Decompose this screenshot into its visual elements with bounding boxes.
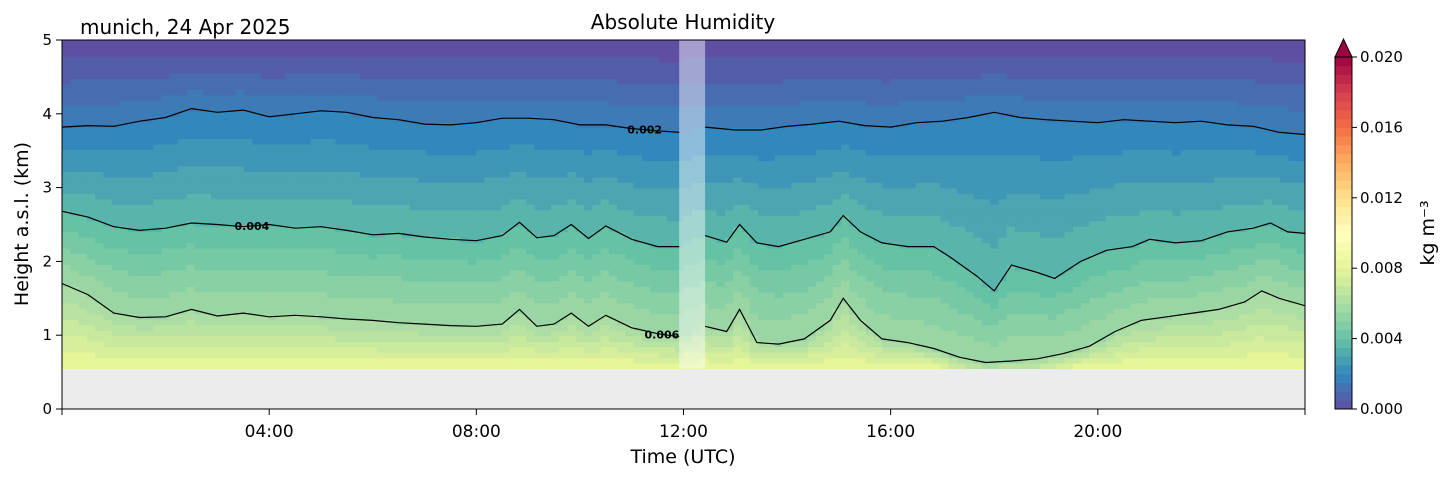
colorbar-segment xyxy=(1335,197,1352,208)
colorbar-segment xyxy=(1335,321,1352,331)
x-tick-label: 20:00 xyxy=(1073,422,1122,442)
contour-line xyxy=(704,290,1305,364)
colorbar-segment xyxy=(1335,65,1352,76)
colorbar-segment xyxy=(1335,101,1352,111)
y-tick-label: 3 xyxy=(42,179,52,197)
x-axis-ticks: 04:00 08:00 12:00 16:00 20:00 xyxy=(61,409,1306,442)
chart-title: Absolute Humidity xyxy=(591,10,776,34)
colorbar-label: kg m⁻³ xyxy=(1417,200,1439,265)
chart-subtitle: munich, 24 Apr 2025 xyxy=(80,15,290,39)
colorbar-tick-label: 0.004 xyxy=(1360,330,1403,348)
colorbar-segment xyxy=(1335,171,1352,181)
colorbar-segment xyxy=(1335,206,1352,216)
y-tick-label: 5 xyxy=(42,31,52,49)
contour-label: 0.004 xyxy=(235,220,270,233)
colorbar-segment xyxy=(1335,259,1352,269)
contour-lines xyxy=(62,107,1305,364)
colorbar-segment xyxy=(1335,329,1352,340)
colorbar-segment xyxy=(1335,136,1352,146)
colorbar-segment xyxy=(1335,303,1352,313)
colorbar-segment xyxy=(1335,285,1352,296)
colorbar-tick-label: 0.012 xyxy=(1360,189,1403,207)
x-axis-label: Time (UTC) xyxy=(629,446,735,468)
colorbar-segment xyxy=(1335,153,1352,164)
y-axis-label: Height a.s.l. (km) xyxy=(11,142,33,306)
colorbar-segment xyxy=(1335,268,1352,278)
colorbar-segment xyxy=(1335,250,1352,260)
y-tick-label: 1 xyxy=(42,326,52,344)
colorbar-segment xyxy=(1335,373,1352,384)
contour-line xyxy=(62,210,680,248)
x-tick-label: 12:00 xyxy=(659,422,708,442)
x-tick-label: 16:00 xyxy=(866,422,915,442)
contour-line xyxy=(62,107,680,133)
colorbar-extend-arrow xyxy=(1334,37,1353,58)
colorbar-frame xyxy=(1334,56,1353,410)
colorbar-segment xyxy=(1335,145,1352,155)
colorbar-tick-label: 0.000 xyxy=(1360,400,1403,418)
colorbar-segment xyxy=(1335,338,1352,348)
colorbar-segment xyxy=(1335,400,1352,410)
colorbar-tick-label: 0.016 xyxy=(1360,118,1403,136)
colorbar-segment xyxy=(1335,180,1352,190)
colorbar-segment xyxy=(1335,356,1352,366)
colorbar-segment xyxy=(1335,312,1352,322)
contour-label: 0.006 xyxy=(645,328,680,341)
colorbar: 0.000 0.004 0.008 0.012 0.016 0.020 xyxy=(1334,37,1403,418)
colorbar-segment xyxy=(1335,215,1352,225)
colorbar-segment xyxy=(1335,365,1352,375)
colorbar-segment xyxy=(1335,391,1352,401)
colorbar-segment xyxy=(1335,57,1352,67)
colorbar-segment xyxy=(1335,224,1352,234)
contour-label: 0.002 xyxy=(627,124,662,137)
contour-line xyxy=(62,282,680,338)
colorbar-segment xyxy=(1335,92,1352,102)
missing-data-band xyxy=(679,40,706,369)
colorbar-segment xyxy=(1335,347,1352,357)
colorbar-segment xyxy=(1335,277,1352,287)
colorbar-tick-label: 0.008 xyxy=(1360,259,1403,277)
x-tick-label: 08:00 xyxy=(452,422,501,442)
y-tick-label: 4 xyxy=(42,105,52,123)
colorbar-segment xyxy=(1335,83,1352,93)
colorbar-segment xyxy=(1335,162,1352,172)
y-tick-label: 2 xyxy=(42,252,52,270)
colorbar-segment xyxy=(1335,109,1352,120)
colorbar-segment xyxy=(1335,382,1352,392)
y-axis-ticks: 0 1 2 3 4 5 xyxy=(42,31,62,418)
humidity-fill-bands xyxy=(62,40,1305,370)
colorbar-segment xyxy=(1335,74,1352,84)
colorbar-tick-label: 0.020 xyxy=(1360,48,1403,66)
y-tick-label: 0 xyxy=(42,400,52,418)
contour-line xyxy=(705,111,1305,136)
colorbar-segment xyxy=(1335,189,1352,199)
colorbar-segment xyxy=(1335,241,1352,252)
colorbar-segment xyxy=(1335,127,1352,137)
contour-labels: 0.002 0.004 0.006 xyxy=(235,124,680,342)
x-tick-label: 04:00 xyxy=(245,422,294,442)
colorbar-segment xyxy=(1335,233,1352,243)
colorbar-segment xyxy=(1335,118,1352,128)
contour-line xyxy=(704,214,1305,292)
colorbar-segment xyxy=(1335,294,1352,304)
